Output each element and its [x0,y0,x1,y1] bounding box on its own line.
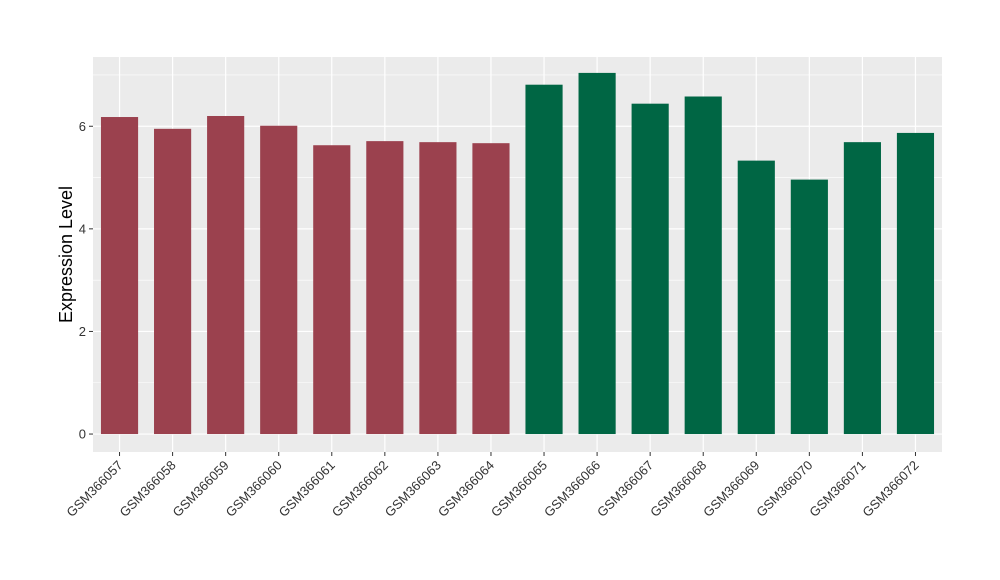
x-tick-label: GSM366063 [382,458,444,520]
bar [631,103,669,435]
bar [525,84,563,435]
x-tick-label: GSM366070 [753,458,815,520]
x-tick-label: GSM366065 [488,458,550,520]
bar [472,143,510,435]
x-tick-label: GSM366057 [63,458,125,520]
bar [207,115,245,435]
x-tick-label: GSM366062 [329,458,391,520]
bar [684,96,722,435]
bar [737,160,775,435]
x-tick-label: GSM366060 [223,458,285,520]
bar [260,125,298,435]
y-tick-label: 4 [79,221,86,236]
x-tick-label: GSM366071 [806,458,868,520]
x-tick-label: GSM366072 [859,458,921,520]
bar [790,179,828,435]
y-axis: 0 2 4 6 [79,119,93,442]
bars [100,72,935,435]
bar [578,72,616,435]
bar [366,141,404,435]
x-tick-label: GSM366061 [276,458,338,520]
bar [843,142,881,435]
x-tick-label: GSM366067 [594,458,656,520]
x-axis: GSM366057GSM366058GSM366059GSM366060GSM3… [63,452,922,520]
bar [100,117,139,435]
x-tick-label: GSM366064 [435,458,497,520]
x-tick-label: GSM366069 [700,458,762,520]
x-tick-label: GSM366059 [170,458,232,520]
bar [313,145,351,435]
bar [419,142,457,435]
bar [896,132,935,435]
y-tick-label: 0 [79,427,86,442]
y-tick-label: 6 [79,119,86,134]
x-tick-label: GSM366068 [647,458,709,520]
bar [154,128,192,435]
x-tick-label: GSM366066 [541,458,603,520]
y-axis-title: Expression Level [56,186,76,323]
y-tick-label: 2 [79,324,86,339]
x-tick-label: GSM366058 [116,458,178,520]
